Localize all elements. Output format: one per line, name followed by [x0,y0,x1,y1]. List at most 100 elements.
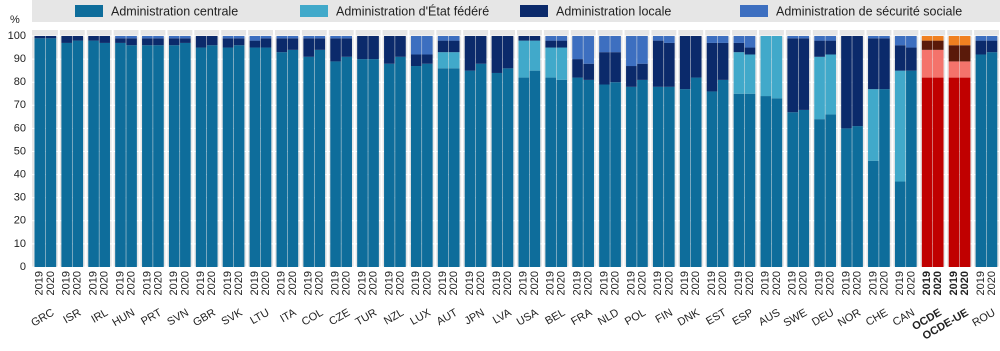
bar-segment [932,40,944,50]
bar-segment [921,77,933,267]
bar-segment [276,38,288,53]
bar-segment [717,42,729,80]
x-year-label: 2019 [356,271,368,295]
bar-segment [948,36,960,46]
bar-segment [206,36,218,46]
y-tick-label: 10 [14,238,26,250]
bar-segment [626,66,637,87]
x-year-label: 2019 [437,271,449,295]
bar-segment [652,36,664,41]
x-category-label: FIN [653,307,674,326]
bar-segment [733,42,745,53]
bar-segment [115,38,126,43]
bar-segment [222,38,234,48]
bar-segment [679,36,691,90]
bar-segment [959,36,971,46]
bar-segment [330,38,341,62]
x-year-label: 2019 [518,271,530,295]
bar-segment [733,93,745,267]
bar-segment [852,126,863,267]
bar-segment [664,36,675,43]
bar-segment [222,36,234,39]
bar-segment [717,79,729,267]
bar-segment [868,36,879,39]
bar-segment [502,68,514,267]
x-year-label: 2020 [825,271,837,295]
x-year-label: 2020 [367,271,379,295]
x-year-label: 2019 [733,271,745,295]
legend-label: Administration locale [556,4,671,18]
bar-segment [153,45,164,267]
bar-segment [572,77,583,267]
bar-segment [814,36,825,41]
bar-segment [168,38,180,46]
bar-segment [894,45,906,71]
bar-segment [195,36,207,48]
bar-segment [906,36,917,48]
bar-segment [384,36,395,64]
x-category-label: CZE [327,307,352,328]
bar-segment [88,40,99,268]
bar-segment [599,52,610,85]
bar-segment [975,54,987,268]
bar-segment [556,40,568,48]
bar-segment [975,40,987,55]
bar-segment [879,38,890,90]
bar-segment [357,36,368,60]
bar-segment [690,77,702,267]
bar-segment [126,36,137,39]
x-year-label: 2020 [152,271,164,295]
bar-segment [556,47,568,80]
y-tick-label: 30 [14,192,26,204]
x-category-label: GBR [191,307,218,329]
x-category-label: NZL [382,307,406,328]
bar-segment [287,49,299,267]
bar-segment [771,36,783,99]
x-year-label: 2020 [609,271,621,295]
x-year-label: 2019 [195,271,207,295]
x-year-label: 2019 [598,271,610,295]
x-year-label: 2020 [260,271,272,295]
x-year-label: 2020 [771,271,783,295]
bar-segment [733,52,745,94]
bar-segment [260,47,272,267]
x-year-label: 2019 [464,271,476,295]
bar-segment [545,47,556,78]
bar-segment [260,38,272,48]
bar-segment [448,40,460,53]
bar-segment [115,36,126,39]
x-year-label: 2020 [986,271,998,295]
bar-segment [959,77,971,267]
x-category-label: COL [300,307,326,329]
bar-segment [610,82,621,267]
bar-segment [518,77,530,267]
bar-segment [464,70,476,268]
bar-segment [287,38,299,50]
y-tick-label: 40 [14,169,26,181]
x-year-label: 2019 [222,271,234,295]
bar-segment [330,36,341,39]
bar-segment [34,38,46,268]
bar-segment [276,36,288,39]
bar-segment [921,40,933,50]
bar-segment [825,54,836,115]
x-year-label: 2019 [491,271,503,295]
bar-segment [287,36,299,39]
bar-segment [868,89,879,161]
bar-segment [556,79,568,267]
bar-segment [422,63,433,267]
x-year-label: 2020 [448,271,460,295]
bar-segment [142,38,153,46]
bar-segment [410,66,422,267]
y-tick-label: 100 [8,30,26,42]
x-year-label: 2020 [744,271,756,295]
legend-swatch [75,5,103,17]
x-category-label: GRC [29,307,56,330]
x-category-label: TUR [353,307,379,329]
x-year-label: 2020 [421,271,433,295]
x-year-label: 2019 [948,271,960,295]
bar-segment [545,36,556,41]
x-year-label: 2019 [410,271,422,295]
bar-segment [798,109,810,267]
bar-segment [948,77,960,267]
